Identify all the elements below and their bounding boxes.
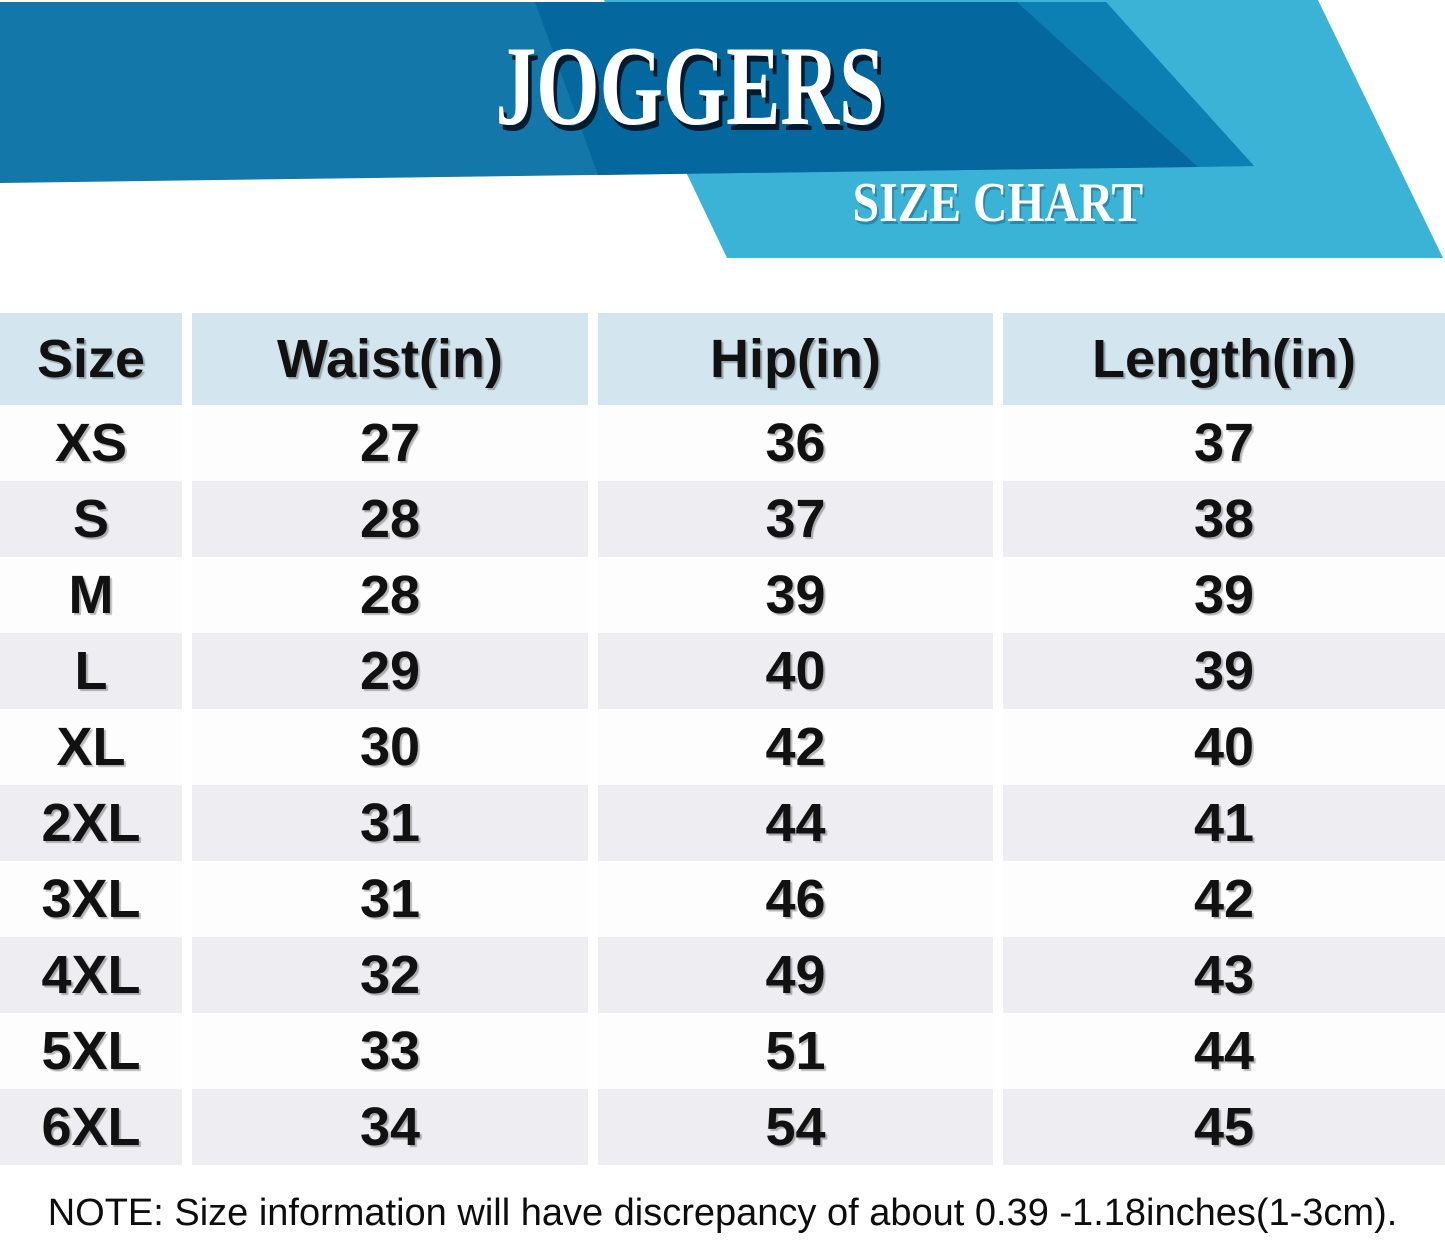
- column-header-size: Size: [0, 313, 182, 405]
- cell-hip: 36: [598, 405, 993, 481]
- cell-waist: 28: [192, 557, 588, 633]
- column-header-length: Length(in): [1003, 313, 1445, 405]
- banner: JOGGERS SIZE CHART: [0, 0, 1445, 262]
- cell-size: 2XL: [0, 785, 182, 861]
- cell-waist: 31: [192, 785, 588, 861]
- cell-size: XL: [0, 709, 182, 785]
- table-row: 2XL 31 44 41: [0, 785, 1445, 861]
- cell-length: 41: [1003, 785, 1445, 861]
- column-header-waist: Waist(in): [192, 313, 588, 405]
- cell-size: 3XL: [0, 861, 182, 937]
- cell-length: 42: [1003, 861, 1445, 937]
- cell-length: 43: [1003, 937, 1445, 1013]
- cell-size: XS: [0, 405, 182, 481]
- cell-hip: 49: [598, 937, 993, 1013]
- table-row: 5XL 33 51 44: [0, 1013, 1445, 1089]
- cell-hip: 54: [598, 1089, 993, 1165]
- cell-waist: 30: [192, 709, 588, 785]
- cell-hip: 46: [598, 861, 993, 937]
- cell-size: M: [0, 557, 182, 633]
- page-title: JOGGERS: [495, 24, 885, 149]
- size-note: NOTE: Size information will have discrep…: [47, 1192, 1398, 1234]
- cell-waist: 27: [192, 405, 588, 481]
- table-row: M 28 39 39: [0, 557, 1445, 633]
- cell-waist: 28: [192, 481, 588, 557]
- cell-length: 40: [1003, 709, 1445, 785]
- cell-size: 6XL: [0, 1089, 182, 1165]
- cell-hip: 39: [598, 557, 993, 633]
- table-row: 3XL 31 46 42: [0, 861, 1445, 937]
- table-row: XL 30 42 40: [0, 709, 1445, 785]
- cell-hip: 37: [598, 481, 993, 557]
- cell-hip: 40: [598, 633, 993, 709]
- cell-waist: 31: [192, 861, 588, 937]
- cell-length: 39: [1003, 557, 1445, 633]
- column-header-hip: Hip(in): [598, 313, 993, 405]
- cell-hip: 44: [598, 785, 993, 861]
- cell-size: 4XL: [0, 937, 182, 1013]
- cell-waist: 33: [192, 1013, 588, 1089]
- cell-length: 39: [1003, 633, 1445, 709]
- table-row: 4XL 32 49 43: [0, 937, 1445, 1013]
- cell-length: 37: [1003, 405, 1445, 481]
- cell-waist: 34: [192, 1089, 588, 1165]
- cell-waist: 32: [192, 937, 588, 1013]
- table-row: S 28 37 38: [0, 481, 1445, 557]
- cell-length: 45: [1003, 1089, 1445, 1165]
- cell-size: S: [0, 481, 182, 557]
- cell-length: 38: [1003, 481, 1445, 557]
- cell-length: 44: [1003, 1013, 1445, 1089]
- page-subtitle: SIZE CHART: [852, 172, 1143, 234]
- size-chart-table: Size Waist(in) Hip(in) Length(in) XS 27 …: [0, 313, 1445, 1165]
- cell-waist: 29: [192, 633, 588, 709]
- cell-hip: 51: [598, 1013, 993, 1089]
- cell-hip: 42: [598, 709, 993, 785]
- table-row: 6XL 34 54 45: [0, 1089, 1445, 1165]
- cell-size: L: [0, 633, 182, 709]
- cell-size: 5XL: [0, 1013, 182, 1089]
- table-header-row: Size Waist(in) Hip(in) Length(in): [0, 313, 1445, 405]
- table-row: L 29 40 39: [0, 633, 1445, 709]
- table-row: XS 27 36 37: [0, 405, 1445, 481]
